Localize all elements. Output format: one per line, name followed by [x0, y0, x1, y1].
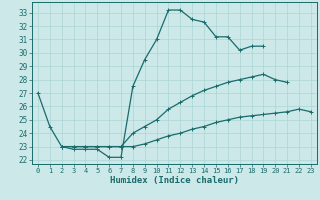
- X-axis label: Humidex (Indice chaleur): Humidex (Indice chaleur): [110, 176, 239, 185]
